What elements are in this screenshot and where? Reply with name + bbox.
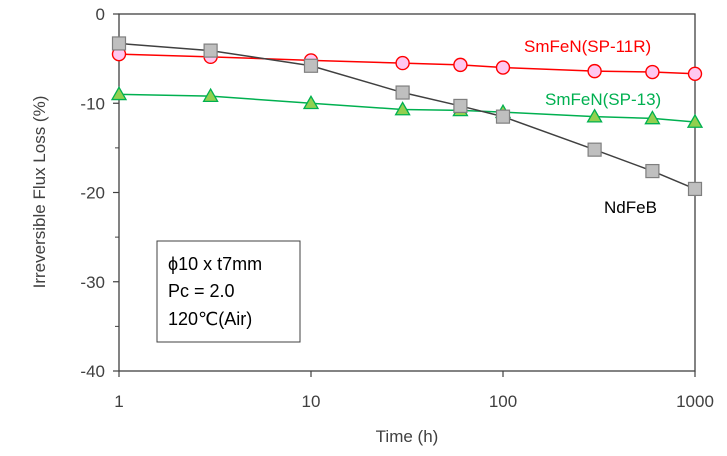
data-point	[495, 109, 511, 124]
data-point	[111, 36, 127, 51]
x-tick-label: 1000	[676, 392, 714, 411]
data-point	[687, 181, 703, 197]
annotation-box	[156, 240, 301, 343]
annotation-line-size: ϕ10 x t7mm	[168, 254, 262, 274]
series-label-sp13: SmFeN(SP-13)	[545, 90, 661, 109]
x-tick-label: 1	[114, 392, 123, 411]
series-label-ndfeb: NdFeB	[604, 198, 657, 217]
data-point	[395, 55, 410, 71]
y-tick-label: -10	[80, 94, 105, 113]
x-tick-label: 10	[302, 392, 321, 411]
data-point	[394, 101, 411, 116]
data-point	[687, 66, 703, 81]
y-axis-ticks: 0 -10 -20 -30 -40	[80, 5, 119, 381]
y-axis-title: Irreversible Flux Loss (%)	[30, 96, 49, 289]
data-point	[303, 58, 319, 73]
data-point	[587, 63, 602, 79]
data-point	[302, 94, 320, 110]
series-layer	[110, 36, 704, 197]
x-axis-ticks: 1 10 100 1000	[114, 371, 714, 411]
data-point	[586, 108, 603, 123]
y-tick-label: -30	[80, 273, 105, 292]
x-axis-title: Time (h)	[376, 427, 439, 446]
data-point	[453, 57, 468, 73]
data-point	[202, 87, 219, 103]
data-point	[453, 98, 468, 114]
annotation-line-temp: 120℃(Air)	[168, 309, 252, 329]
data-point	[587, 142, 602, 157]
data-point	[645, 64, 660, 80]
data-point	[110, 86, 128, 101]
series-square	[111, 36, 703, 197]
data-point	[686, 113, 704, 128]
annotation-line-pc: Pc = 2.0	[168, 281, 235, 301]
data-point	[645, 163, 660, 179]
data-point	[644, 110, 661, 125]
x-tick-label: 100	[489, 392, 517, 411]
series-label-sp11r: SmFeN(SP-11R)	[524, 37, 651, 56]
y-tick-label: -20	[80, 184, 105, 203]
data-point	[495, 60, 511, 75]
data-point	[395, 85, 410, 100]
data-point	[203, 43, 218, 58]
y-tick-label: -40	[80, 362, 105, 381]
y-tick-label: 0	[96, 5, 105, 24]
